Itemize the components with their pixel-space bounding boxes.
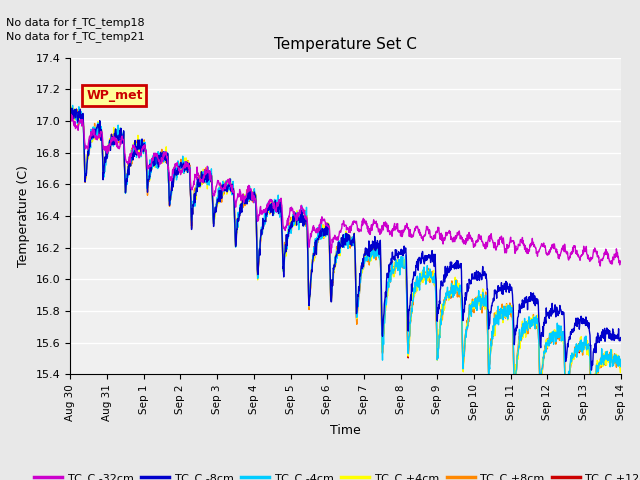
Text: WP_met: WP_met bbox=[86, 89, 143, 102]
Text: No data for f_TC_temp21: No data for f_TC_temp21 bbox=[6, 31, 145, 42]
Text: No data for f_TC_temp18: No data for f_TC_temp18 bbox=[6, 17, 145, 28]
X-axis label: Time: Time bbox=[330, 424, 361, 437]
Title: Temperature Set C: Temperature Set C bbox=[274, 37, 417, 52]
Y-axis label: Temperature (C): Temperature (C) bbox=[17, 165, 30, 267]
Legend: TC_C -32cm, TC_C -8cm, TC_C -4cm, TC_C +4cm, TC_C +8cm, TC_C +12cm: TC_C -32cm, TC_C -8cm, TC_C -4cm, TC_C +… bbox=[30, 468, 640, 480]
